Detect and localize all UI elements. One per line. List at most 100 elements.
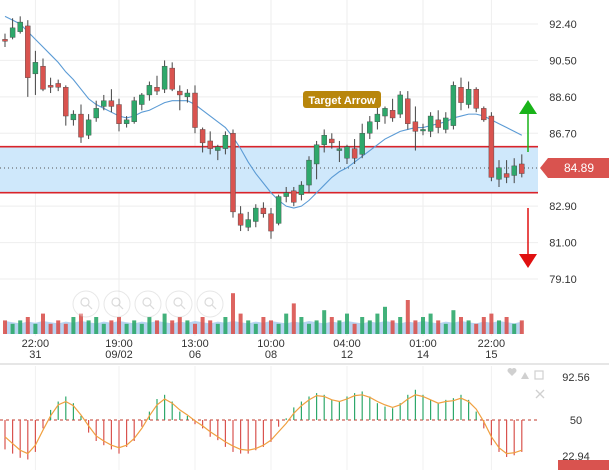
time-tick-label: 22:00 (22, 338, 50, 350)
arrow-up-icon (519, 100, 537, 152)
maximize-icon[interactable] (534, 370, 544, 380)
oscillator-pane-controls[interactable] (507, 368, 545, 399)
candle (253, 204, 259, 228)
annotation-background (303, 91, 381, 108)
volume-bar (238, 313, 243, 334)
speaker-icon[interactable] (72, 290, 100, 318)
candle (344, 144, 350, 164)
volume-bar (360, 317, 365, 334)
volume-bar (504, 317, 509, 334)
candle (9, 18, 16, 40)
annotation-label: Target Arrow (308, 95, 376, 107)
candle (374, 106, 381, 130)
candle (169, 62, 175, 92)
candle (275, 194, 282, 226)
candle (17, 16, 23, 34)
current-price-tag: 84.89 (540, 157, 609, 178)
volume-bar (481, 317, 486, 334)
volume-bar (109, 320, 114, 334)
candle (367, 116, 373, 140)
candle (283, 186, 289, 203)
date-tick-label: 08 (265, 349, 277, 361)
current-price-label: 84.89 (564, 161, 594, 175)
zoom-out-icon[interactable] (134, 290, 162, 318)
date-tick-label: 09/02 (105, 349, 133, 361)
price-tick-label: 92.40 (549, 19, 577, 31)
candle (382, 106, 388, 124)
volume-bar (63, 323, 68, 334)
volume-bar (413, 320, 418, 334)
volume-bar (367, 320, 372, 334)
candle (306, 156, 312, 193)
candle (427, 112, 434, 138)
volume-bar (124, 323, 129, 334)
candle (519, 154, 525, 178)
candle (93, 100, 99, 122)
candle (245, 211, 251, 232)
close-icon[interactable] (535, 389, 545, 399)
oscillator-tick-label: 92.56 (562, 372, 590, 384)
candle (473, 87, 479, 113)
candle (298, 181, 305, 201)
candle (215, 144, 221, 161)
date-tick-label: 06 (189, 349, 201, 361)
zoom-fit-icon[interactable] (165, 290, 193, 318)
time-tick-label: 01:00 (409, 338, 437, 350)
volume-bar (147, 317, 152, 334)
volume-bar (337, 320, 342, 334)
price-tick-label: 88.60 (549, 92, 577, 104)
price-tick-label: 81.00 (549, 238, 577, 250)
volume-bar (162, 313, 167, 334)
candles (2, 16, 525, 239)
volume-bar (512, 323, 517, 334)
volume-bar (101, 323, 106, 334)
candle (192, 85, 198, 134)
volume-bar (291, 303, 296, 334)
volume-bar (443, 323, 448, 334)
candle (488, 112, 495, 182)
volume-bar (41, 313, 45, 334)
price-tick-label: 82.90 (549, 201, 577, 213)
volume-bar (193, 323, 197, 334)
candle (329, 133, 335, 149)
volume-bar (200, 317, 205, 334)
target-arrow-annotation[interactable]: Target Arrow (303, 91, 381, 108)
candle (123, 116, 130, 128)
candle (78, 104, 84, 143)
candle (32, 50, 39, 95)
volume-bar (269, 320, 273, 334)
volume-bar (451, 310, 456, 334)
candle (420, 123, 426, 136)
candle (47, 77, 54, 94)
candle (154, 75, 160, 95)
candle (336, 140, 343, 163)
candle (412, 106, 419, 151)
date-tick-label: 31 (29, 349, 41, 361)
candle (131, 96, 137, 124)
reset-icon[interactable] (196, 290, 224, 318)
candle (321, 129, 327, 153)
volume-bar (459, 317, 463, 334)
arrow-down-icon (519, 208, 537, 268)
volume-bar (519, 320, 524, 334)
candle (70, 110, 77, 126)
volume-bar (436, 320, 441, 334)
volume-bar (428, 313, 433, 334)
volume-bar (79, 313, 83, 334)
chart-toolbar (72, 290, 224, 318)
heart-icon[interactable] (507, 368, 517, 376)
volume-bar (10, 323, 15, 334)
volume-bar (261, 317, 266, 334)
candle (85, 114, 92, 140)
volume-bar (284, 313, 289, 334)
oscillator-line (4, 394, 522, 455)
up-arrow-icon[interactable] (521, 372, 529, 379)
candle (450, 81, 457, 130)
candle (291, 186, 297, 207)
volume-bar (474, 323, 479, 334)
volume-bar (253, 323, 258, 334)
oscillator-bars (4, 389, 523, 460)
zoom-in-icon[interactable] (103, 290, 131, 318)
